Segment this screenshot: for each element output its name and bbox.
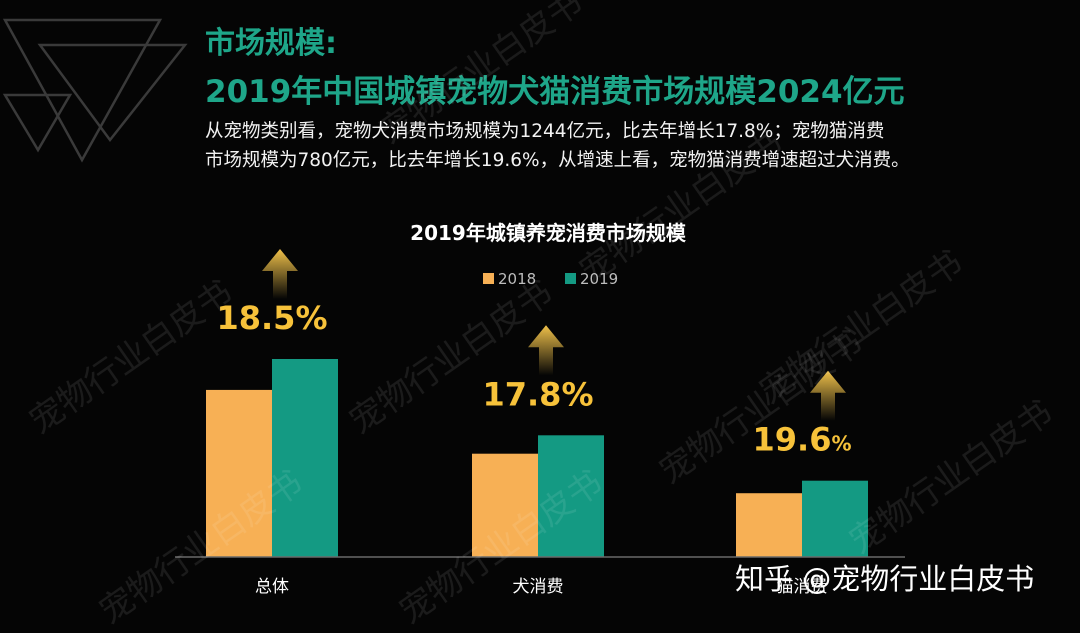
- legend-swatch-2019: [565, 273, 576, 284]
- category-label-总体: 总体: [255, 577, 289, 597]
- credit-label: 知乎 @宠物行业白皮书: [735, 562, 1035, 596]
- category-label-猫消费: 猫消费: [777, 577, 828, 597]
- page-headline: 2019年中国城镇宠物犬猫消费市场规模2024亿元: [205, 74, 905, 110]
- legend-swatch-2018: [483, 273, 494, 284]
- chart-title: 2019年城镇养宠消费市场规模: [410, 221, 687, 245]
- growth-arrow-icon: [810, 370, 846, 421]
- growth-label-猫消费: 19.6%: [753, 421, 852, 459]
- chart-legend: 2018 2019: [483, 270, 618, 288]
- bar-总体-2019: [272, 359, 338, 557]
- description-line-1: 从宠物类别看，宠物犬消费市场规模为1244亿元，比去年增长17.8%；宠物猫消费: [205, 121, 885, 142]
- growth-label-总体: 18.5%: [216, 299, 327, 337]
- description-line-2: 市场规模为780亿元，比去年增长19.6%，从增速上看，宠物猫消费增速超过犬消费…: [205, 150, 910, 171]
- legend-label-2019: 2019: [580, 270, 618, 288]
- growth-arrow-icon: [528, 325, 564, 376]
- bar-猫消费-2018: [736, 493, 802, 557]
- bar-猫消费-2019: [802, 480, 868, 557]
- category-label-犬消费: 犬消费: [513, 577, 564, 597]
- legend-label-2018: 2018: [498, 270, 536, 288]
- growth-arrow-icon: [262, 249, 298, 299]
- triangle-logo-icon: [2, 18, 188, 163]
- growth-label-犬消费: 17.8%: [482, 375, 593, 413]
- bar-犬消费-2019: [538, 435, 604, 557]
- bar-总体-2018: [206, 389, 272, 557]
- bar-犬消费-2018: [472, 453, 538, 557]
- page-title: 市场规模:: [205, 26, 337, 61]
- description: 从宠物类别看，宠物犬消费市场规模为1244亿元，比去年增长17.8%；宠物猫消费…: [205, 117, 1005, 175]
- bar-group: 总体 18.5% 犬消费 17.8% 猫消费 19.6%: [206, 249, 868, 597]
